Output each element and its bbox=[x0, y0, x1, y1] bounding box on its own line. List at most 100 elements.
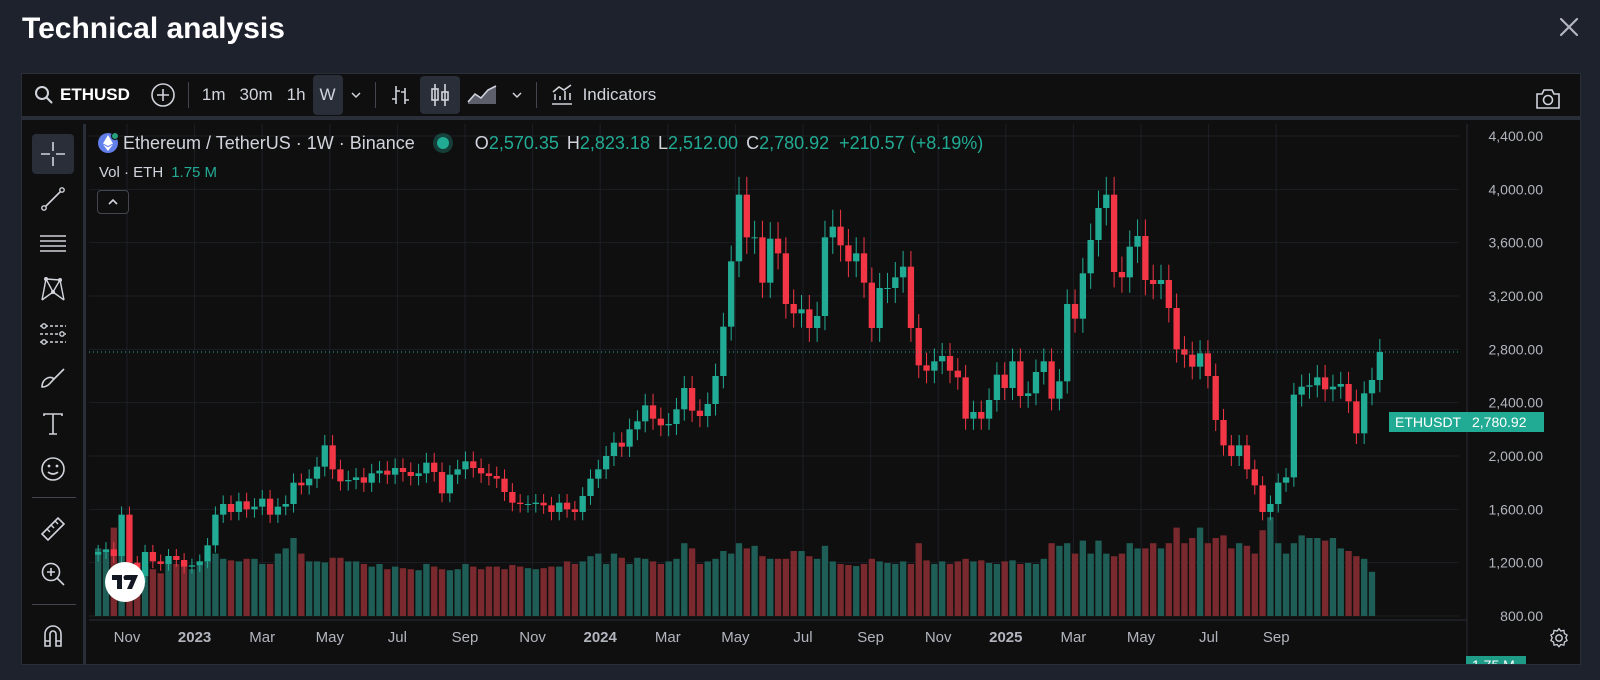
volume-bar bbox=[1040, 558, 1047, 616]
volume-bar bbox=[282, 548, 289, 616]
measure-tool[interactable] bbox=[32, 509, 74, 549]
candle bbox=[649, 405, 657, 419]
zoom-in-icon bbox=[41, 562, 65, 586]
compare-button[interactable] bbox=[144, 76, 182, 114]
candle bbox=[509, 492, 516, 503]
volume-bar bbox=[743, 548, 750, 616]
candle bbox=[1368, 380, 1376, 394]
candle bbox=[259, 498, 266, 507]
crosshair-tool[interactable] bbox=[32, 134, 74, 174]
volume-bar bbox=[290, 538, 297, 616]
text-tool[interactable] bbox=[32, 404, 74, 444]
timeframe-1m[interactable]: 1m bbox=[201, 85, 226, 104]
candle bbox=[759, 237, 766, 283]
indicators-button[interactable]: Indicators bbox=[543, 76, 663, 114]
volume-bar bbox=[321, 562, 328, 616]
candle bbox=[751, 237, 758, 239]
volume-bar bbox=[1361, 558, 1368, 616]
time-axis-label: Mar bbox=[655, 629, 681, 646]
window-title: Technical analysis bbox=[22, 12, 285, 45]
chart-pane[interactable]: 4,400.00 4,000.00 3,600.00 3,200.00 2,800.00… bbox=[89, 124, 1581, 665]
market-status-dot bbox=[436, 137, 449, 149]
candle bbox=[915, 328, 922, 366]
time-axis-label: 2023 bbox=[178, 629, 211, 646]
chevron-down-icon bbox=[351, 92, 361, 99]
candle bbox=[493, 476, 500, 479]
candle bbox=[673, 409, 680, 424]
volume-bar bbox=[931, 564, 938, 616]
pattern-tool[interactable] bbox=[32, 269, 74, 309]
volume-bar bbox=[368, 566, 375, 616]
trend-line-tool[interactable] bbox=[32, 179, 74, 219]
timeframe-30m[interactable]: 30m bbox=[239, 85, 273, 104]
candle bbox=[618, 442, 625, 447]
candles-style-button[interactable] bbox=[419, 76, 460, 114]
area-style-button[interactable] bbox=[460, 76, 504, 114]
volume-bar bbox=[696, 564, 704, 616]
candle bbox=[118, 514, 125, 556]
emoji-tool[interactable] bbox=[32, 449, 74, 489]
candle bbox=[415, 473, 422, 476]
search-icon bbox=[35, 86, 53, 104]
crosshair-icon bbox=[41, 142, 65, 166]
zoom-tool[interactable] bbox=[32, 554, 74, 594]
volume-bar bbox=[220, 558, 227, 616]
candle bbox=[610, 442, 618, 456]
candle bbox=[1103, 194, 1110, 208]
volume-bar bbox=[978, 560, 985, 616]
close-icon[interactable] bbox=[1552, 10, 1586, 44]
volume-bar bbox=[1024, 562, 1032, 616]
magnet-tool[interactable] bbox=[32, 616, 74, 656]
time-axis-label: Jul bbox=[793, 629, 812, 646]
candle bbox=[595, 469, 602, 479]
candle bbox=[1134, 236, 1141, 247]
candle bbox=[931, 361, 938, 371]
collapse-legend-button[interactable] bbox=[97, 190, 129, 214]
volume-bar bbox=[493, 566, 500, 616]
timeframe-dropdown[interactable] bbox=[343, 76, 369, 114]
volume-bar bbox=[860, 564, 868, 616]
candle bbox=[266, 498, 274, 515]
candle bbox=[657, 418, 664, 426]
horizontal-lines-tool[interactable] bbox=[32, 224, 74, 264]
volume-bar bbox=[345, 561, 352, 616]
forecast-tool[interactable] bbox=[32, 314, 74, 354]
volume-bar bbox=[1032, 564, 1040, 616]
volume-bar bbox=[1009, 560, 1016, 616]
volume-bar bbox=[1095, 540, 1102, 616]
candle bbox=[587, 478, 594, 496]
volume-bar bbox=[1196, 527, 1204, 616]
tradingview-logo[interactable] bbox=[105, 562, 145, 602]
volume-bar bbox=[720, 551, 727, 616]
candle bbox=[180, 560, 188, 567]
volume-bar bbox=[415, 570, 422, 616]
volume-value: 1.75 M bbox=[171, 164, 218, 181]
screenshot-button[interactable] bbox=[1528, 80, 1568, 118]
volume-bar bbox=[1368, 571, 1376, 616]
volume-bar bbox=[1157, 548, 1165, 616]
toolbar-divider bbox=[374, 82, 376, 108]
chart-settings-button[interactable] bbox=[1548, 627, 1570, 654]
volume-bar bbox=[165, 564, 172, 616]
bars-style-button[interactable] bbox=[382, 76, 420, 114]
volume-bar bbox=[360, 564, 368, 616]
chart-style-dropdown[interactable] bbox=[504, 76, 530, 114]
toolbar-divider bbox=[535, 82, 537, 108]
volume-bar bbox=[423, 564, 430, 616]
candlestick-chart[interactable]: 4,400.00 4,000.00 3,600.00 3,200.00 2,800.00… bbox=[89, 124, 1581, 665]
candle bbox=[540, 502, 547, 506]
symbol-search-button[interactable]: ETHUSD bbox=[22, 76, 136, 114]
volume-bar bbox=[266, 564, 274, 616]
low-value: 2,512.00 bbox=[667, 132, 739, 153]
time-axis-label: Sep bbox=[1263, 629, 1290, 646]
price-tick-label: 2,800.00 bbox=[1489, 341, 1544, 357]
candle bbox=[939, 356, 946, 362]
volume-bar bbox=[399, 568, 407, 616]
volume-bar bbox=[517, 566, 524, 616]
volume-bar bbox=[821, 545, 829, 616]
timeframe-1h[interactable]: 1h bbox=[286, 85, 306, 104]
ruler-icon bbox=[40, 516, 66, 542]
volume-bar bbox=[391, 566, 399, 616]
brush-tool[interactable] bbox=[32, 359, 74, 399]
timeframe-w[interactable]: W bbox=[312, 75, 343, 115]
